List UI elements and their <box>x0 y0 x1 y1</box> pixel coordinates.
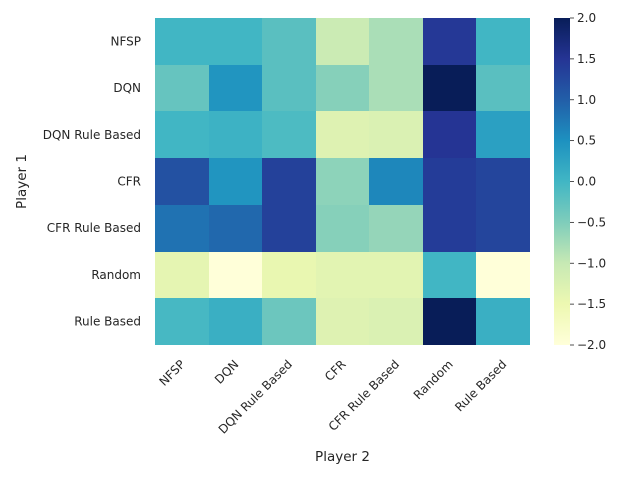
heatmap-cell <box>423 252 476 298</box>
y-tick-label: CFR <box>117 175 141 189</box>
heatmap-cell <box>423 111 476 158</box>
heatmap-cell <box>476 111 530 158</box>
colorbar <box>554 18 570 345</box>
x-axis-title: Player 2 <box>315 449 370 465</box>
y-tick-label: Random <box>91 268 141 282</box>
x-tick-label: Rule Based <box>452 357 509 414</box>
heatmap-cell <box>262 205 316 252</box>
colorbar-tick-label: −0.5 <box>577 215 606 229</box>
y-tick-labels: NFSP DQN DQN Rule Based CFR CFR Rule Based Ra… <box>43 34 141 328</box>
heatmap-cell <box>262 111 316 158</box>
heatmap-cell <box>155 158 209 205</box>
y-tick-label: CFR Rule Based <box>47 221 141 235</box>
y-tick-label: DQN <box>113 81 141 95</box>
heatmap-cell <box>155 205 209 252</box>
heatmap-cell <box>476 65 530 111</box>
heatmap-cell <box>209 252 262 298</box>
heatmap-cell <box>369 252 423 298</box>
colorbar-tick-label: 2.0 <box>577 11 596 25</box>
heatmap-cell <box>155 252 209 298</box>
x-tick-label: Random <box>411 357 456 402</box>
y-axis-title: Player 1 <box>14 154 30 209</box>
heatmap-cell <box>155 18 209 65</box>
heatmap-cell <box>476 158 530 205</box>
heatmap-cell <box>316 205 369 252</box>
heatmap-cell <box>476 18 530 65</box>
heatmap-cell <box>262 158 316 205</box>
x-tick-label: CFR <box>322 357 349 384</box>
heatmap-cell <box>423 298 476 345</box>
heatmap-cell <box>316 252 369 298</box>
colorbar-tick-label: −1.5 <box>577 297 606 311</box>
heatmap-cells <box>155 18 530 345</box>
y-tick-label: NFSP <box>110 34 141 48</box>
heatmap-cell <box>423 205 476 252</box>
heatmap-cell <box>316 298 369 345</box>
x-tick-label: DQN <box>212 357 241 386</box>
heatmap-cell <box>316 111 369 158</box>
heatmap-cell <box>316 158 369 205</box>
heatmap-cell <box>209 158 262 205</box>
heatmap-cell <box>155 111 209 158</box>
colorbar-tick-label: 0.5 <box>577 134 596 148</box>
y-tick-label: DQN Rule Based <box>43 128 141 142</box>
heatmap-cell <box>316 65 369 111</box>
heatmap-cell <box>423 158 476 205</box>
heatmap-cell <box>369 18 423 65</box>
heatmap-cell <box>369 65 423 111</box>
heatmap-cell <box>209 18 262 65</box>
colorbar-tick-label: 1.0 <box>577 93 596 107</box>
x-tick-label: NFSP <box>156 357 187 388</box>
heatmap-cell <box>209 111 262 158</box>
heatmap-cell <box>209 298 262 345</box>
heatmap-cell <box>155 65 209 111</box>
heatmap-cell <box>476 252 530 298</box>
heatmap-cell <box>316 18 369 65</box>
heatmap-cell <box>369 158 423 205</box>
heatmap-cell <box>262 18 316 65</box>
heatmap-cell <box>369 111 423 158</box>
heatmap-cell <box>209 65 262 111</box>
heatmap-cell <box>369 205 423 252</box>
heatmap-cell <box>476 205 530 252</box>
colorbar-tick-label: −1.0 <box>577 256 606 270</box>
heatmap-cell <box>476 298 530 345</box>
colorbar-tick-label: 1.5 <box>577 52 596 66</box>
heatmap-cell <box>262 65 316 111</box>
heatmap-cell <box>423 65 476 111</box>
colorbar-ticks: 2.0 1.5 1.0 0.5 0.0 −0.5 −1.0 −1.5 −2.0 <box>570 11 606 352</box>
heatmap-cell <box>423 18 476 65</box>
colorbar-tick-label: 0.0 <box>577 175 596 189</box>
heatmap-cell <box>155 298 209 345</box>
colorbar-tick-label: −2.0 <box>577 338 606 352</box>
heatmap-cell <box>369 298 423 345</box>
y-tick-label: Rule Based <box>74 315 141 329</box>
heatmap-cell <box>262 298 316 345</box>
heatmap-cell <box>262 252 316 298</box>
heatmap-cell <box>209 205 262 252</box>
